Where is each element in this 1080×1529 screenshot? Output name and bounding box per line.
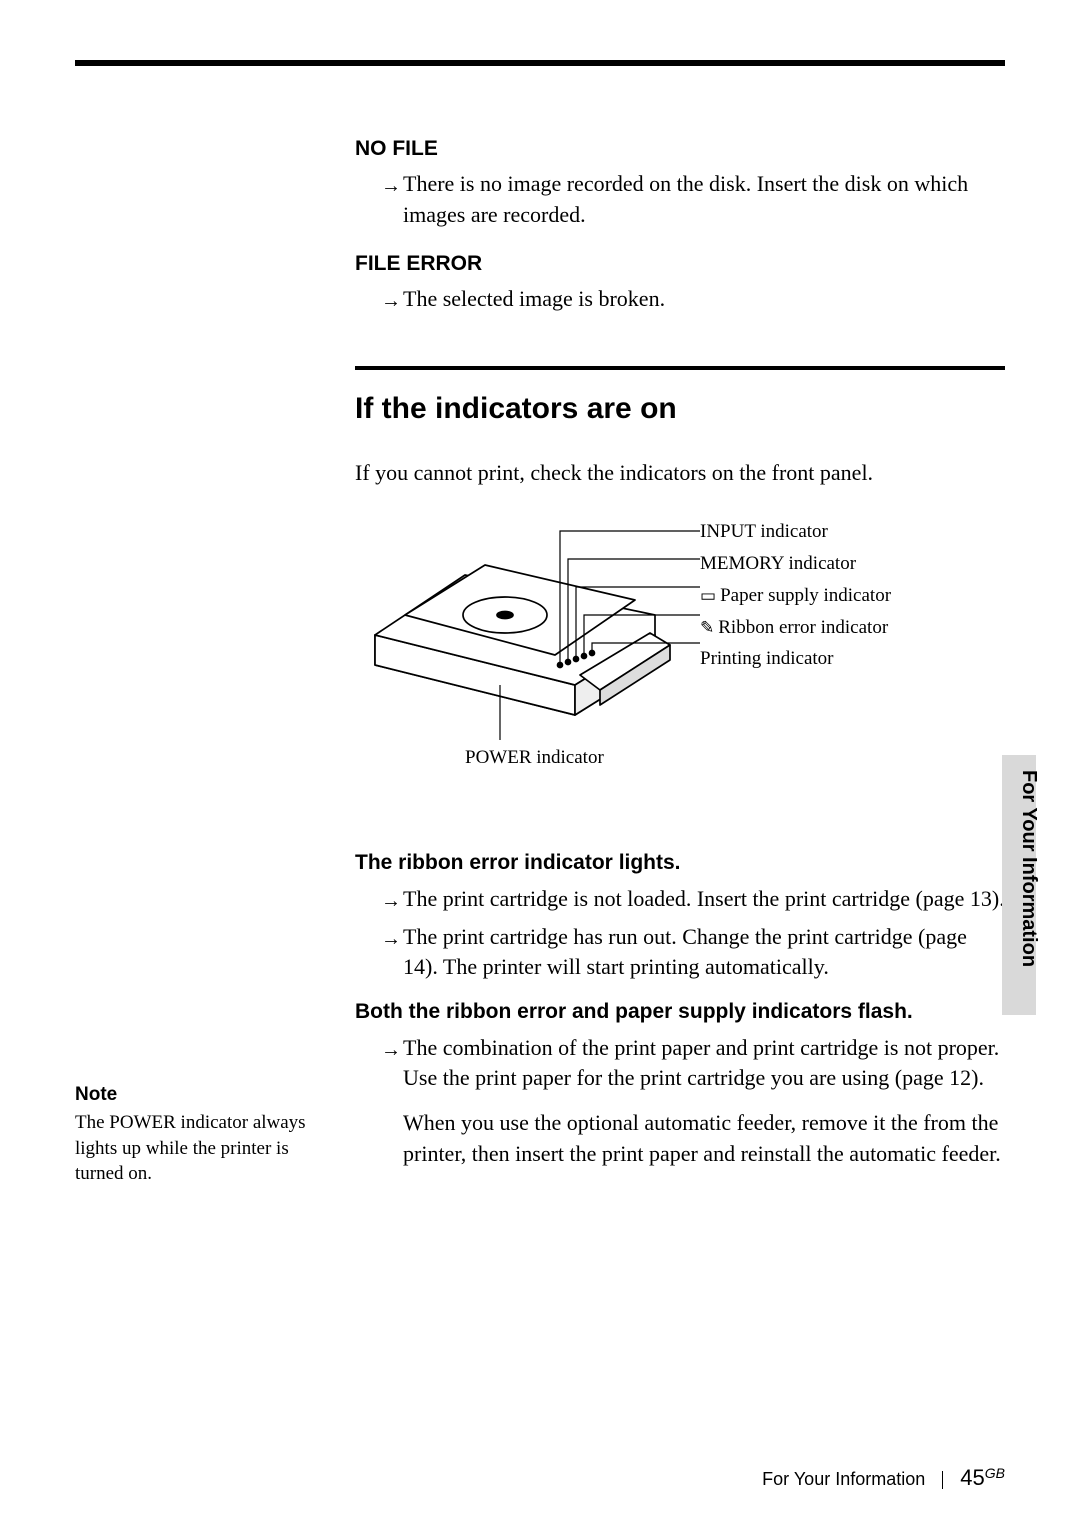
ribbon-lights-item-2: → The print cartridge has run out. Chang…	[381, 922, 1005, 984]
diagram-block: INPUT indicator MEMORY indicator ▭Paper …	[355, 515, 1005, 840]
note-block: Note The POWER indicator always lights u…	[75, 1084, 325, 1187]
ribbon-lights-text-1: The print cartridge is not loaded. Inser…	[403, 884, 1005, 916]
both-flash-item-1: → The combination of the print paper and…	[381, 1033, 1005, 1095]
callout-memory: MEMORY indicator	[700, 553, 856, 576]
ribbon-lights-item-1: → The print cartridge is not loaded. Ins…	[381, 884, 1005, 916]
ribbon-lights-text-2: The print cartridge has run out. Change …	[403, 922, 1005, 984]
both-flash-heading: Both the ribbon error and paper supply i…	[355, 997, 1005, 1026]
footer-divider	[942, 1471, 943, 1489]
no-file-item: → There is no image recorded on the disk…	[381, 169, 1005, 231]
both-flash-text-1: The combination of the print paper and p…	[403, 1033, 1005, 1095]
arrow-icon: →	[381, 884, 403, 916]
callouts-list: INPUT indicator MEMORY indicator ▭Paper …	[700, 521, 891, 680]
footer-section: For Your Information	[762, 1469, 925, 1489]
callout-printing: Printing indicator	[700, 648, 834, 671]
top-rule	[75, 60, 1005, 66]
arrow-icon: →	[381, 922, 403, 984]
note-heading: Note	[75, 1084, 325, 1106]
no-file-heading: NO FILE	[355, 134, 1005, 163]
section-rule	[355, 366, 1005, 370]
footer-page: 45	[960, 1465, 984, 1490]
side-tab-text: For Your Information	[1017, 770, 1040, 967]
ribbon-icon: ✎	[700, 618, 714, 638]
file-error-item: → The selected image is broken.	[381, 284, 1005, 316]
arrow-icon: →	[381, 1033, 403, 1095]
arrow-icon: →	[381, 284, 403, 316]
file-error-text: The selected image is broken.	[403, 284, 1005, 316]
callout-input: INPUT indicator	[700, 521, 828, 544]
note-body: The POWER indicator always lights up whi…	[75, 1110, 325, 1187]
both-flash-extra: When you use the optional automatic feed…	[403, 1108, 1005, 1170]
file-error-heading: FILE ERROR	[355, 249, 1005, 278]
callout-ribbon: Ribbon error indicator	[718, 617, 888, 640]
section-intro: If you cannot print, check the indicator…	[355, 458, 1005, 489]
printer-illustration	[355, 515, 707, 775]
arrow-icon: →	[381, 169, 403, 231]
ribbon-lights-heading: The ribbon error indicator lights.	[355, 848, 1005, 877]
callout-paper: Paper supply indicator	[720, 585, 891, 608]
paper-icon: ▭	[700, 586, 716, 606]
footer-region: GB	[985, 1465, 1005, 1481]
no-file-text: There is no image recorded on the disk. …	[403, 169, 1005, 231]
power-label: POWER indicator	[465, 745, 604, 772]
footer: For Your Information 45GB	[762, 1465, 1005, 1491]
section-title: If the indicators are on	[355, 388, 1005, 430]
